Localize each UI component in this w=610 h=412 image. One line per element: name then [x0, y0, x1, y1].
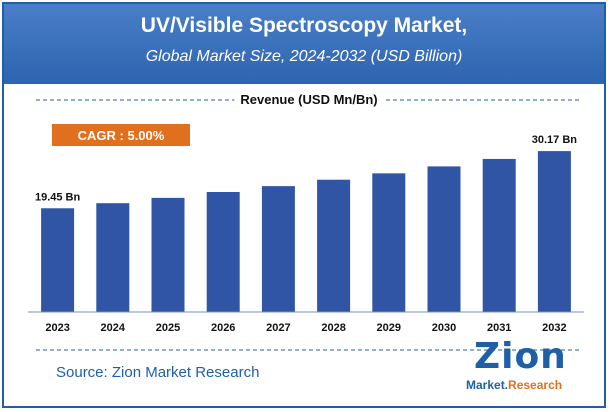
x-tick-2032: 2032	[542, 322, 566, 334]
bar-2029	[372, 173, 406, 312]
bar-2024	[96, 203, 130, 312]
revenue-label: Revenue (USD Mn/Bn)	[240, 92, 377, 107]
x-tick-2025: 2025	[156, 322, 180, 334]
logo-subtext: Market.Research	[466, 378, 562, 392]
chart-frame: UV/Visible Spectroscopy Market, Global M…	[2, 2, 606, 408]
data-label-2032: 30.17 Bn	[532, 134, 578, 146]
bar-2030	[427, 166, 461, 312]
bar-2031	[482, 158, 516, 312]
bar-2028	[317, 179, 351, 312]
x-tick-2029: 2029	[377, 322, 401, 334]
bar-2032	[537, 151, 571, 312]
cagr-label: CAGR : 5.00%	[78, 128, 165, 143]
logo-subtext-market: Market.	[466, 378, 509, 392]
bar-2023	[41, 208, 75, 312]
chart-header: UV/Visible Spectroscopy Market, Global M…	[4, 4, 604, 84]
x-tick-2028: 2028	[321, 322, 345, 334]
bar-chart: Revenue (USD Mn/Bn) CAGR : 5.00% 19.45 Bn 2…	[28, 91, 584, 351]
chart-area: Revenue (USD Mn/Bn) CAGR : 5.00% 19.45 Bn 2…	[4, 84, 604, 404]
x-tick-2023: 2023	[45, 322, 69, 334]
logo-wordmark: Zion	[474, 336, 567, 377]
x-tick-2030: 2030	[432, 322, 456, 334]
x-tick-2024: 2024	[101, 322, 126, 334]
zion-logo: Zion Market.Research	[464, 336, 594, 400]
cagr-badge	[52, 124, 190, 146]
bar-2026	[206, 192, 240, 312]
source-note: Source: Zion Market Research	[56, 364, 260, 381]
revenue-label-background	[234, 91, 384, 108]
data-label-2023: 19.45 Bn	[35, 191, 81, 203]
chart-title: UV/Visible Spectroscopy Market,	[140, 14, 468, 37]
x-tick-2027: 2027	[266, 322, 290, 334]
x-tick-2026: 2026	[211, 322, 235, 334]
x-tick-2031: 2031	[487, 322, 511, 334]
bar-2025	[151, 197, 185, 312]
bar-2027	[261, 186, 295, 312]
chart-subtitle: Global Market Size, 2024-2032 (USD Billi…	[145, 48, 463, 65]
logo-subtext-research: Research	[508, 378, 563, 392]
